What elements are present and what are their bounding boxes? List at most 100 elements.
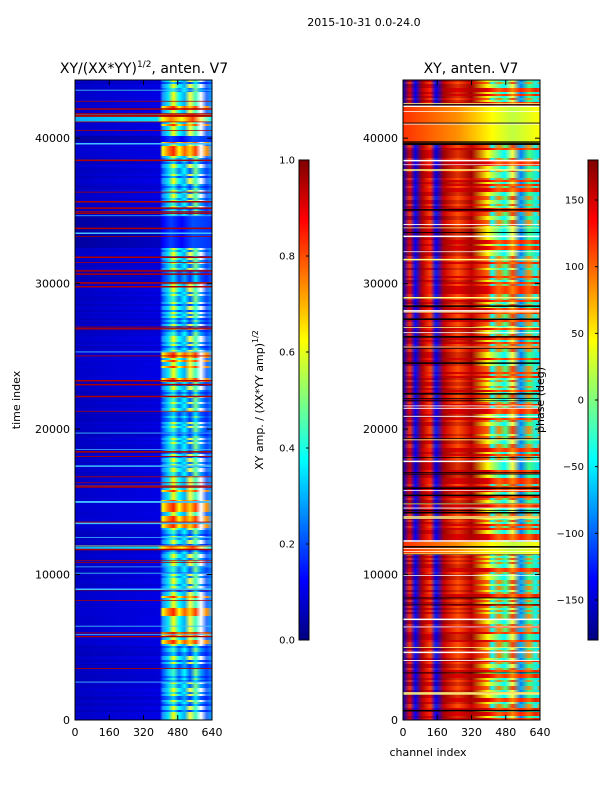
heatmap-row xyxy=(403,358,540,361)
heatmap-row xyxy=(75,576,212,579)
heatmap-row xyxy=(403,448,540,451)
heatmap-row xyxy=(403,508,540,511)
heatmap-row xyxy=(75,496,212,499)
y-tick-label: 0 xyxy=(391,714,398,727)
y-tick-label: 30000 xyxy=(363,278,398,291)
heatmap-row xyxy=(75,412,212,415)
heatmap-row xyxy=(75,650,212,653)
heatmap-row xyxy=(75,580,212,583)
heatmap-row xyxy=(403,592,540,595)
heatmap-row xyxy=(75,330,212,333)
heatmap-row xyxy=(403,454,540,457)
heatmap-row xyxy=(403,708,540,711)
heatmap-row xyxy=(75,420,212,423)
heatmap-row xyxy=(403,468,540,471)
heatmap-row xyxy=(403,480,540,483)
heatmap-row xyxy=(75,626,212,629)
heatmap-row xyxy=(403,300,540,303)
y-tick-label: 0 xyxy=(63,714,70,727)
heatmap-row xyxy=(403,484,540,487)
heatmap-row xyxy=(75,304,212,307)
heatmap-row xyxy=(403,140,540,143)
amplitude-heatmap-panel: XY/(XX*YY)1/2, anten. V7 0 160 320 480 640 0… xyxy=(10,60,228,739)
heatmap-row xyxy=(403,380,540,383)
heatmap-row xyxy=(403,410,540,413)
heatmap-row xyxy=(75,514,212,517)
heatmap-row xyxy=(403,566,540,569)
heatmap-row xyxy=(75,454,212,457)
heatmap-row xyxy=(75,224,212,227)
heatmap-row xyxy=(403,506,540,509)
heatmap-row xyxy=(403,442,540,445)
heatmap-row xyxy=(75,260,212,263)
heatmap-row xyxy=(403,182,540,185)
heatmap-row xyxy=(75,606,212,609)
heatmap-row xyxy=(403,576,540,579)
heatmap-row xyxy=(75,662,212,665)
heatmap-row xyxy=(75,340,212,343)
heatmap-row xyxy=(403,376,540,379)
heatmap-row xyxy=(75,598,212,601)
heatmap-row xyxy=(75,338,212,341)
heatmap-row xyxy=(403,632,540,635)
heatmap-row xyxy=(75,424,212,427)
heatmap-row xyxy=(403,666,540,669)
heatmap-row xyxy=(75,146,212,149)
heatmap-row xyxy=(75,400,212,403)
heatmap-row xyxy=(403,428,540,431)
heatmap-row xyxy=(403,374,540,377)
heatmap-row xyxy=(403,262,540,265)
x-tick-label: 320 xyxy=(461,726,482,739)
heatmap-row xyxy=(75,694,212,697)
heatmap-row xyxy=(75,346,212,349)
heatmap-row xyxy=(403,172,540,175)
heatmap-row xyxy=(403,180,540,183)
heatmap-row xyxy=(403,556,540,559)
heatmap-row xyxy=(403,440,540,443)
heatmap-row xyxy=(75,358,212,361)
heatmap-row xyxy=(75,126,212,129)
heatmap-row xyxy=(403,470,540,473)
heatmap-row xyxy=(75,168,212,171)
channel-index-axis-label: channel index xyxy=(389,746,467,759)
heatmap-row xyxy=(75,92,212,95)
heatmap-row xyxy=(75,402,212,405)
heatmap-row xyxy=(403,518,540,521)
heatmap-row xyxy=(75,472,212,475)
heatmap-row xyxy=(75,382,212,385)
amplitude-colorbar: 0.0 0.2 0.4 0.6 0.8 1.0 XY amp. / (XX*YY amp)… xyxy=(251,156,310,647)
heatmap-row xyxy=(75,562,212,565)
heatmap-row xyxy=(75,184,212,187)
heatmap-row xyxy=(403,694,540,697)
heatmap-row xyxy=(403,238,540,241)
heatmap-row xyxy=(75,274,212,277)
heatmap-row xyxy=(403,308,540,311)
heatmap-row xyxy=(403,406,540,409)
phase-heatmap-panel: XY, anten. V7 0 160 320 480 640 0 10000 20000 3… xyxy=(363,61,551,759)
heatmap-row xyxy=(75,656,212,659)
heatmap-row xyxy=(75,198,212,201)
heatmap-row xyxy=(75,568,212,571)
heatmap-row xyxy=(75,512,212,515)
heatmap-row xyxy=(75,712,212,715)
heatmap-row xyxy=(75,372,212,375)
heatmap-row xyxy=(75,706,212,709)
heatmap-row xyxy=(75,560,212,563)
heatmap-row xyxy=(75,538,212,541)
heatmap-row xyxy=(75,132,212,135)
heatmap-row xyxy=(403,234,540,237)
colorbar-tick-label: 0.6 xyxy=(279,348,295,359)
heatmap-row xyxy=(403,398,540,401)
heatmap-row xyxy=(403,214,540,217)
heatmap-row xyxy=(403,162,540,165)
heatmap-row xyxy=(75,592,212,595)
heatmap-row xyxy=(403,92,540,95)
heatmap-row xyxy=(403,342,540,345)
heatmap-row xyxy=(75,638,212,641)
heatmap-row xyxy=(403,642,540,645)
heatmap-row xyxy=(403,164,540,167)
y-tick-label: 20000 xyxy=(363,423,398,436)
heatmap-row xyxy=(403,396,540,399)
y-tick-label: 10000 xyxy=(363,569,398,582)
heatmap-row xyxy=(75,506,212,509)
